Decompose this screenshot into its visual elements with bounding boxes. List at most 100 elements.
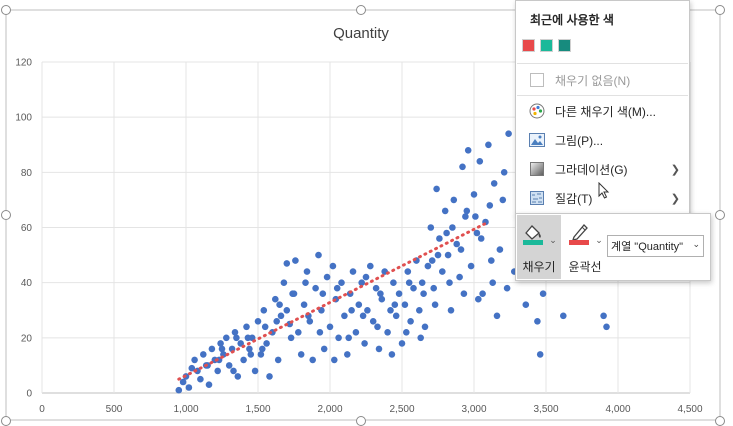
outline-button[interactable]: ⌄ 윤곽선 — [563, 215, 607, 279]
data-point[interactable] — [417, 334, 425, 342]
data-point[interactable] — [486, 202, 494, 209]
data-point[interactable] — [367, 262, 374, 270]
data-point[interactable] — [493, 312, 501, 320]
data-point[interactable] — [287, 334, 295, 342]
data-point[interactable] — [377, 290, 384, 298]
data-point[interactable] — [472, 213, 479, 220]
data-point[interactable] — [338, 279, 345, 287]
data-point[interactable] — [443, 229, 450, 237]
data-point[interactable] — [477, 235, 485, 242]
data-point[interactable] — [496, 246, 504, 253]
data-point[interactable] — [427, 224, 435, 231]
resize-handle-bottom-left[interactable] — [1, 416, 11, 426]
data-point[interactable] — [470, 191, 478, 198]
menu-item-gradient[interactable]: 그라데이션(G) ❯ — [517, 156, 688, 182]
data-point[interactable] — [358, 279, 366, 287]
data-point[interactable] — [331, 356, 338, 364]
data-point[interactable] — [323, 273, 331, 281]
data-point[interactable] — [225, 362, 233, 369]
data-point[interactable] — [345, 334, 353, 342]
data-point[interactable] — [384, 329, 391, 336]
data-point[interactable] — [430, 284, 438, 292]
data-point[interactable] — [283, 307, 291, 314]
resize-handle-top-right[interactable] — [715, 5, 725, 15]
data-point[interactable] — [374, 323, 381, 331]
data-point[interactable] — [246, 345, 253, 353]
data-point[interactable] — [233, 334, 240, 342]
data-point[interactable] — [361, 340, 368, 347]
data-point[interactable] — [503, 284, 511, 292]
data-point[interactable] — [251, 367, 259, 375]
data-point[interactable] — [295, 329, 302, 336]
chevron-down-icon[interactable]: ⌄ — [595, 235, 603, 245]
data-point[interactable] — [434, 251, 442, 259]
data-point[interactable] — [302, 279, 309, 287]
data-point[interactable] — [424, 262, 432, 270]
data-point[interactable] — [319, 290, 327, 298]
data-point[interactable] — [499, 196, 507, 204]
data-point[interactable] — [290, 290, 298, 298]
data-point[interactable] — [410, 284, 417, 292]
data-point[interactable] — [254, 318, 262, 325]
data-point[interactable] — [349, 268, 357, 275]
data-point[interactable] — [260, 307, 268, 314]
data-point[interactable] — [473, 229, 481, 237]
data-point[interactable] — [276, 301, 283, 309]
data-point[interactable] — [463, 207, 471, 215]
data-point[interactable] — [390, 279, 397, 287]
series-selector-dropdown[interactable]: 계열 "Quantity" ⌄ — [607, 235, 704, 257]
data-point[interactable] — [217, 340, 224, 347]
data-point[interactable] — [335, 334, 342, 342]
data-point[interactable] — [453, 240, 461, 248]
data-point[interactable] — [257, 351, 265, 358]
data-point[interactable] — [401, 301, 409, 309]
menu-item-more-fill-colors[interactable]: 다른 채우기 색(M)... — [517, 98, 688, 124]
data-point[interactable] — [375, 345, 383, 353]
data-point[interactable] — [306, 318, 314, 325]
data-point[interactable] — [303, 268, 311, 275]
data-point[interactable] — [341, 312, 348, 320]
data-point[interactable] — [459, 163, 466, 171]
data-point[interactable] — [223, 334, 230, 342]
data-point[interactable] — [230, 367, 237, 375]
data-point[interactable] — [312, 284, 319, 292]
recent-color-swatch-3[interactable] — [558, 39, 571, 52]
recent-color-swatch-1[interactable] — [522, 39, 535, 52]
data-point[interactable] — [200, 351, 207, 358]
data-point[interactable] — [505, 130, 512, 137]
data-point[interactable] — [387, 307, 394, 314]
data-point[interactable] — [446, 279, 453, 287]
resize-handle-left[interactable] — [1, 210, 11, 220]
menu-item-no-fill[interactable]: 채우기 없음(N) — [517, 67, 688, 93]
data-point[interactable] — [485, 141, 492, 149]
data-point[interactable] — [600, 312, 607, 320]
data-point[interactable] — [392, 312, 400, 320]
data-point[interactable] — [407, 318, 414, 325]
data-point[interactable] — [188, 364, 196, 372]
data-point[interactable] — [398, 340, 406, 347]
x-axis-tick-labels[interactable]: 0 500 1,000 1,500 2,000 2,500 3,000 3,500 4,000 4… — [39, 404, 703, 415]
data-point[interactable] — [490, 180, 498, 187]
resize-handle-bottom-right[interactable] — [715, 416, 725, 426]
data-point[interactable] — [420, 290, 427, 298]
data-point[interactable] — [320, 345, 328, 353]
data-point[interactable] — [362, 273, 370, 281]
data-point[interactable] — [475, 295, 482, 303]
menu-item-texture[interactable]: 질감(T) ❯ — [517, 185, 688, 211]
data-point[interactable] — [418, 279, 426, 287]
data-point[interactable] — [456, 273, 463, 281]
data-point[interactable] — [488, 257, 495, 264]
data-point[interactable] — [283, 260, 291, 267]
trendline-line[interactable] — [177, 220, 490, 381]
data-point[interactable] — [274, 356, 282, 364]
data-point[interactable] — [441, 207, 449, 215]
data-point[interactable] — [355, 301, 363, 309]
data-point[interactable] — [603, 323, 610, 331]
data-point[interactable] — [344, 351, 351, 358]
data-point[interactable] — [536, 351, 544, 358]
data-point[interactable] — [444, 251, 452, 259]
data-point[interactable] — [433, 185, 440, 193]
data-point[interactable] — [405, 279, 413, 287]
data-point[interactable] — [489, 279, 497, 287]
data-point[interactable] — [333, 284, 341, 292]
